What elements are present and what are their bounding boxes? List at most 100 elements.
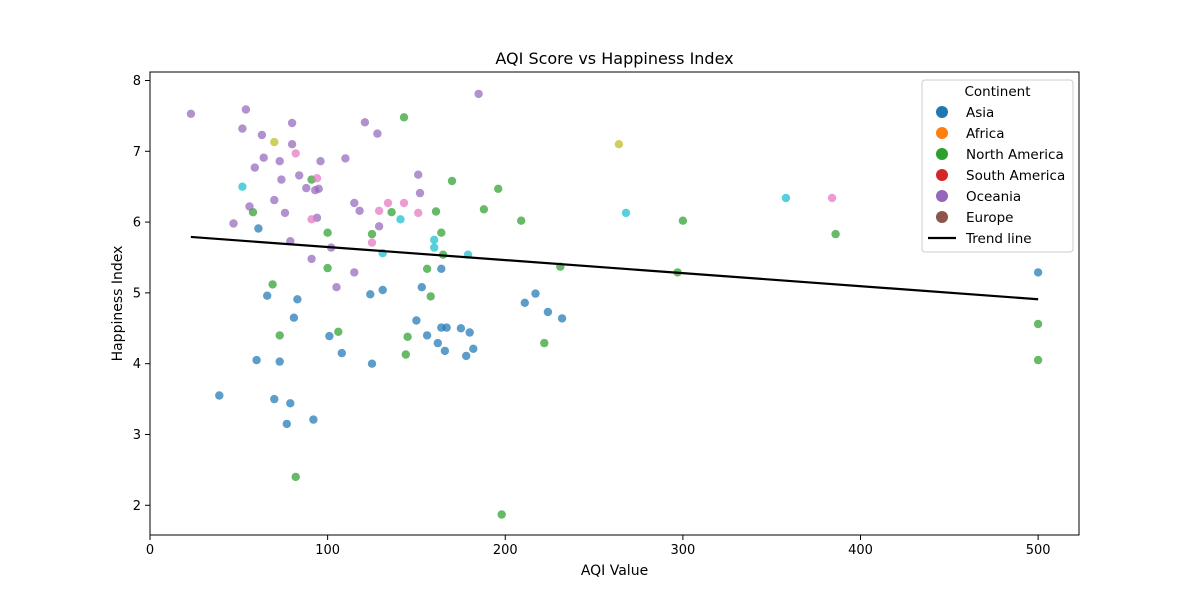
data-point [520,298,529,307]
data-point [270,137,279,147]
legend-label: Trend line [965,231,1032,247]
data-point [263,291,272,300]
data-point [314,184,323,193]
data-point [287,118,297,128]
x-tick-label: 200 [493,543,518,558]
data-point [307,254,316,264]
x-tick-label: 400 [848,543,873,558]
legend-label: Oceania [966,189,1021,205]
data-point [497,510,506,519]
data-point [430,243,439,252]
data-point [289,313,299,322]
data-point [531,289,540,298]
data-point [1033,319,1043,329]
data-point [447,176,457,186]
legend-title: Continent [965,84,1031,100]
data-point [437,264,446,273]
data-point [456,324,466,333]
data-point [442,323,451,332]
legend-label: Africa [966,126,1005,142]
data-point [366,290,375,299]
data-point [275,331,284,340]
y-tick-label: 5 [133,286,141,301]
data-point [367,238,377,247]
data-point [238,182,247,191]
data-point [396,215,405,224]
data-point [245,202,254,211]
data-point [270,195,279,205]
legend-box [921,79,1074,253]
data-point [337,348,346,358]
data-point [540,338,549,348]
data-point [287,140,297,149]
data-point [437,228,446,237]
data-point [257,130,267,140]
legend-label: Asia [966,105,994,121]
data-point [831,229,840,239]
data-point [415,188,425,198]
data-point [275,157,284,166]
data-point [403,332,412,341]
data-point [367,229,377,239]
x-tick-label: 0 [146,543,154,558]
data-point [781,193,791,203]
data-point [334,327,343,336]
data-point [186,109,196,119]
x-tick-label: 100 [315,543,340,558]
data-point [827,193,837,203]
legend-label: South America [966,168,1065,184]
data-point [309,415,318,424]
data-point [325,331,334,341]
legend-label: Europe [966,210,1013,226]
data-point [312,174,322,183]
legend-swatch [936,106,948,118]
data-point [341,154,350,163]
points-layer [186,89,1043,519]
data-point [479,205,489,214]
data-point [282,419,291,429]
data-point [307,215,316,224]
data-point [474,89,483,99]
data-point [332,283,341,292]
legend-swatch [936,127,948,139]
data-point [350,268,359,277]
data-point [401,350,410,359]
data-point [1033,355,1043,365]
data-point [215,391,224,400]
legend-swatch [936,169,948,181]
legend-swatch [936,190,948,202]
plot-frame [149,71,1080,536]
x-tick-label: 500 [1026,543,1051,558]
data-point [1033,268,1043,277]
data-point [277,175,286,184]
data-point [252,355,261,365]
data-point [378,285,387,295]
y-tick-label: 7 [133,145,141,160]
x-axis-title: AQI Value [581,563,648,579]
data-point [291,149,300,158]
data-point [250,163,259,172]
data-point [254,224,263,233]
data-point [259,153,268,162]
data-point [323,228,332,237]
legend: Continent Asia Africa North America South Am… [921,79,1074,253]
y-tick-label: 8 [133,74,141,89]
data-point [440,346,450,356]
data-point [430,235,439,244]
trend-line [190,235,1039,301]
data-point [433,338,442,348]
data-point [373,129,382,138]
data-point [462,351,471,361]
y-axis-title: Happiness Index [110,246,126,362]
data-point [360,118,370,127]
data-point [323,263,332,273]
data-point [422,331,432,340]
data-point [426,292,435,301]
data-point [465,328,474,337]
data-point [517,216,526,225]
data-point [241,105,251,114]
data-point [275,357,284,366]
data-point [286,399,295,408]
data-point [280,208,290,218]
data-point [316,157,325,166]
